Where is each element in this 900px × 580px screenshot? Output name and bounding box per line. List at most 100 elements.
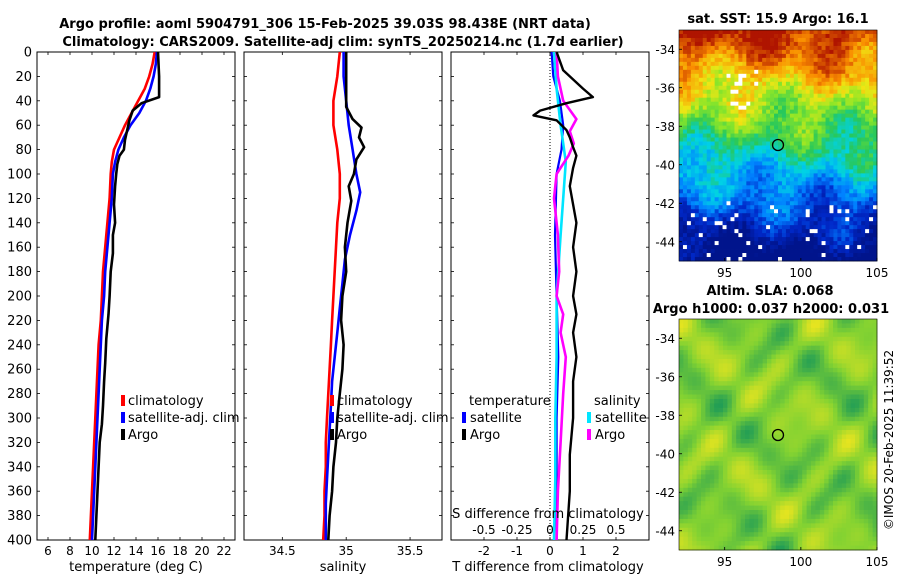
depth-tick-label: 360 <box>7 485 32 500</box>
sst-cell <box>849 241 854 246</box>
sst-cell <box>706 30 712 35</box>
sst-cell <box>789 149 795 154</box>
sst-cell <box>789 237 795 242</box>
sla-cell <box>753 447 759 453</box>
sla-cell <box>828 438 834 444</box>
sla-cell <box>723 403 728 409</box>
sst-cell <box>789 77 795 83</box>
sla-cell <box>679 447 684 453</box>
sla-cell <box>806 434 812 440</box>
sst-cell <box>706 197 712 202</box>
sla-cell <box>802 421 807 427</box>
sst-cell <box>841 113 846 119</box>
sla-cell <box>775 341 781 347</box>
sst-cell <box>781 101 787 107</box>
sst-cell <box>718 201 723 206</box>
sla-cell <box>793 403 799 409</box>
sla-cell <box>824 390 829 395</box>
sst-cell <box>869 125 874 130</box>
sla-cell <box>833 354 838 360</box>
sla-cell <box>793 412 799 418</box>
sla-cell <box>846 407 851 413</box>
sst-cell <box>706 249 712 254</box>
sst-cell <box>730 49 735 55</box>
sst-cell <box>702 149 708 154</box>
sst-cell <box>774 133 779 138</box>
sst-cell <box>797 213 803 218</box>
sst-cell <box>861 217 866 222</box>
sst-cell <box>706 81 712 87</box>
sla-cell <box>833 390 838 395</box>
sla-cell <box>784 327 790 333</box>
sst-cell <box>758 229 763 234</box>
sst-cell <box>682 129 688 134</box>
sst-cell <box>770 73 775 79</box>
sla-cell <box>701 470 706 475</box>
sla-cell <box>723 452 728 458</box>
sla-cell <box>701 319 706 324</box>
sst-cell <box>785 69 791 75</box>
sla-cell <box>723 381 728 387</box>
sla-cell <box>797 385 803 391</box>
map-x-tick-label: 105 <box>866 266 889 280</box>
sst-cell <box>805 137 811 142</box>
sla-cell <box>872 372 878 378</box>
sla-cell <box>863 470 869 475</box>
sst-cell <box>679 57 684 63</box>
sla-cell <box>679 327 684 333</box>
sla-cell <box>811 452 816 458</box>
sla-cell <box>815 421 821 427</box>
sst-cell <box>714 125 719 130</box>
sst-cell <box>873 221 878 226</box>
sla-cell <box>819 474 825 480</box>
sst-cell <box>829 165 834 170</box>
sla-cell <box>859 487 865 493</box>
figure-title-line1: Argo profile: aoml 5904791_306 15-Feb-20… <box>59 17 591 32</box>
sst-cell <box>698 117 704 122</box>
sst-cell <box>833 209 838 214</box>
sst-cell <box>789 133 795 138</box>
sst-cell <box>754 73 759 79</box>
sst-cell <box>702 125 708 130</box>
sst-cell <box>829 137 834 142</box>
sla-cell <box>824 425 829 431</box>
sla-cell <box>855 336 860 342</box>
sst-cell <box>690 81 696 87</box>
sst-cell <box>679 257 684 262</box>
sst-cell <box>758 97 763 103</box>
sla-cell <box>696 319 702 324</box>
sst-cell <box>869 53 874 59</box>
sst-cell <box>805 89 811 95</box>
sla-cell <box>828 407 834 413</box>
sst-cell <box>706 109 712 115</box>
sla-cell <box>819 350 825 355</box>
sst-cell <box>770 241 775 246</box>
sla-cell <box>696 350 702 355</box>
sst-cell <box>682 241 688 246</box>
sla-cell <box>784 434 790 440</box>
sla-cell <box>797 332 803 338</box>
sla-cell <box>859 438 865 444</box>
sst-cell <box>829 141 834 146</box>
sst-cell <box>853 81 858 87</box>
sst-cell <box>785 225 791 230</box>
sla-cell <box>736 350 741 355</box>
sla-cell <box>771 416 777 422</box>
sst-cell <box>770 201 775 206</box>
sst-cell <box>809 121 815 126</box>
sst-cell <box>789 201 795 206</box>
sla-cell <box>705 345 711 351</box>
sst-cell <box>698 189 704 194</box>
sla-cell <box>784 350 790 355</box>
sst-cell <box>781 137 787 142</box>
sst-cell <box>750 85 755 91</box>
sla-cell <box>793 385 799 391</box>
sla-cell <box>802 487 807 493</box>
sla-cell <box>705 443 711 449</box>
sst-cell <box>853 213 858 218</box>
sst-cell <box>853 197 858 202</box>
sla-cell <box>872 390 878 395</box>
sst-cell <box>789 53 795 59</box>
sst-cell <box>849 157 854 162</box>
sla-cell <box>797 350 803 355</box>
